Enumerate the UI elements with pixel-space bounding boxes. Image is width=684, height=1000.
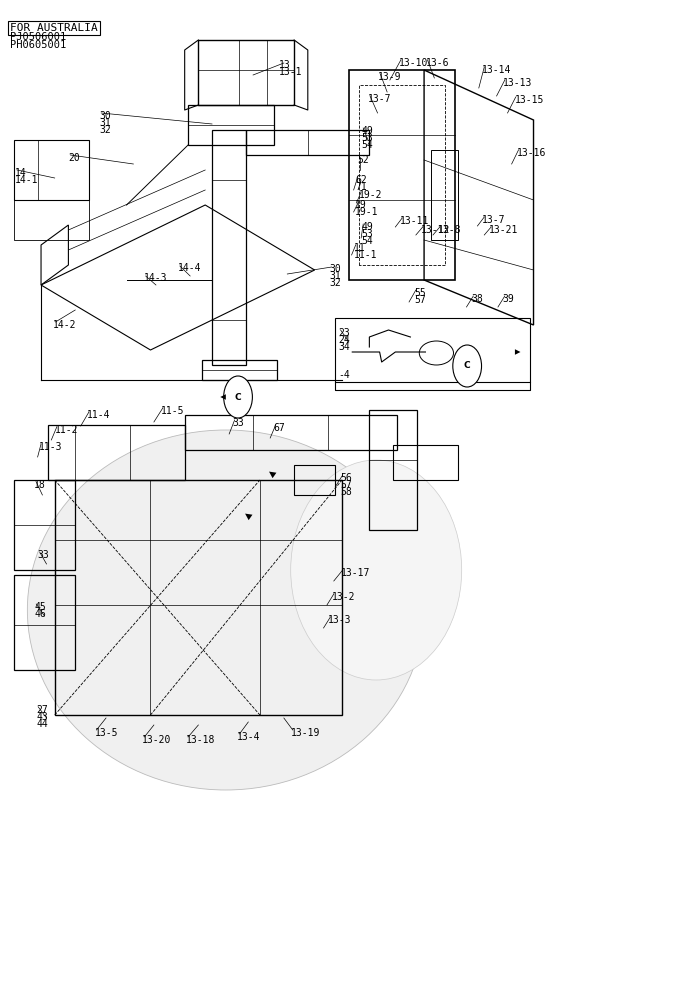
Text: 31: 31 bbox=[99, 118, 111, 128]
Text: 14-1: 14-1 bbox=[15, 175, 38, 185]
Text: 13-14: 13-14 bbox=[482, 65, 512, 75]
Text: 56: 56 bbox=[341, 473, 352, 483]
Text: 20: 20 bbox=[68, 153, 80, 163]
Text: 54: 54 bbox=[361, 236, 373, 246]
Ellipse shape bbox=[291, 460, 462, 680]
Text: 33: 33 bbox=[233, 418, 244, 428]
Text: 52: 52 bbox=[358, 155, 369, 165]
Text: 11: 11 bbox=[354, 243, 365, 253]
Text: 13-17: 13-17 bbox=[341, 568, 370, 578]
Text: -4: -4 bbox=[339, 370, 350, 380]
Text: 13-3: 13-3 bbox=[328, 615, 352, 625]
Text: 14-2: 14-2 bbox=[53, 320, 77, 330]
Text: 13-10: 13-10 bbox=[399, 58, 428, 68]
Text: 13-18: 13-18 bbox=[186, 735, 215, 745]
Text: 11-1: 11-1 bbox=[354, 250, 377, 260]
Text: 13: 13 bbox=[279, 60, 291, 70]
Text: 13-16: 13-16 bbox=[516, 148, 546, 158]
Text: 19-2: 19-2 bbox=[359, 190, 382, 200]
Text: 43: 43 bbox=[36, 712, 48, 722]
Text: PH0605001: PH0605001 bbox=[10, 40, 66, 50]
Text: 13-1: 13-1 bbox=[279, 67, 302, 77]
Text: 13-13: 13-13 bbox=[503, 78, 532, 88]
Text: 13-8: 13-8 bbox=[438, 225, 461, 235]
Text: 13-11: 13-11 bbox=[400, 216, 430, 226]
Text: 45: 45 bbox=[34, 602, 46, 612]
Text: 67: 67 bbox=[274, 423, 285, 433]
Text: C: C bbox=[235, 392, 241, 401]
Text: 71: 71 bbox=[356, 182, 367, 192]
Text: 13-5: 13-5 bbox=[94, 728, 118, 738]
Text: 54: 54 bbox=[361, 140, 373, 150]
Text: 18: 18 bbox=[34, 480, 46, 490]
Text: 46: 46 bbox=[34, 609, 46, 619]
Text: 44: 44 bbox=[36, 719, 48, 729]
Text: 13-21: 13-21 bbox=[489, 225, 518, 235]
Text: 49: 49 bbox=[361, 126, 373, 136]
Text: 13-9: 13-9 bbox=[378, 72, 402, 82]
Text: 13-7: 13-7 bbox=[482, 215, 505, 225]
Text: 13-4: 13-4 bbox=[237, 732, 261, 742]
Text: 13-20: 13-20 bbox=[142, 735, 172, 745]
Text: 19: 19 bbox=[355, 200, 367, 210]
Text: 23: 23 bbox=[339, 328, 350, 338]
Text: 11-3: 11-3 bbox=[39, 442, 62, 452]
Text: C: C bbox=[464, 361, 471, 370]
Text: 53: 53 bbox=[361, 229, 373, 239]
Text: 14-3: 14-3 bbox=[144, 273, 167, 283]
Text: FOR AUSTRALIA: FOR AUSTRALIA bbox=[10, 23, 98, 33]
Text: 32: 32 bbox=[330, 278, 341, 288]
Text: 38: 38 bbox=[471, 294, 483, 304]
Text: 32: 32 bbox=[99, 125, 111, 135]
Text: 27: 27 bbox=[36, 705, 48, 715]
Text: 34: 34 bbox=[339, 342, 350, 352]
Text: 13-6: 13-6 bbox=[425, 58, 449, 68]
Text: 19-1: 19-1 bbox=[355, 207, 378, 217]
Text: 39: 39 bbox=[503, 294, 514, 304]
Text: 13-12: 13-12 bbox=[421, 225, 450, 235]
Text: 55: 55 bbox=[414, 288, 425, 298]
Text: 11-2: 11-2 bbox=[55, 425, 78, 435]
Text: 30: 30 bbox=[99, 111, 111, 121]
Ellipse shape bbox=[27, 430, 424, 790]
Text: 14-4: 14-4 bbox=[178, 263, 201, 273]
Circle shape bbox=[453, 345, 482, 387]
Text: PJ0506001: PJ0506001 bbox=[10, 32, 66, 42]
Text: 13-7: 13-7 bbox=[368, 94, 391, 104]
Text: 11-5: 11-5 bbox=[161, 406, 184, 416]
Text: 24: 24 bbox=[339, 335, 350, 345]
Text: 57: 57 bbox=[341, 480, 352, 490]
Text: 53: 53 bbox=[361, 133, 373, 143]
Text: 14: 14 bbox=[15, 168, 27, 178]
Text: 33: 33 bbox=[38, 550, 49, 560]
Ellipse shape bbox=[419, 341, 453, 365]
Text: 13-15: 13-15 bbox=[514, 95, 544, 105]
Text: 31: 31 bbox=[330, 271, 341, 281]
Text: 62: 62 bbox=[356, 175, 367, 185]
Text: 58: 58 bbox=[341, 487, 352, 497]
Text: 13-19: 13-19 bbox=[291, 728, 320, 738]
Text: 30: 30 bbox=[330, 264, 341, 274]
Circle shape bbox=[224, 376, 252, 418]
Text: 49: 49 bbox=[361, 222, 373, 232]
Text: 57: 57 bbox=[414, 295, 425, 305]
Text: 13-2: 13-2 bbox=[332, 592, 355, 602]
Text: 11-4: 11-4 bbox=[87, 410, 110, 420]
